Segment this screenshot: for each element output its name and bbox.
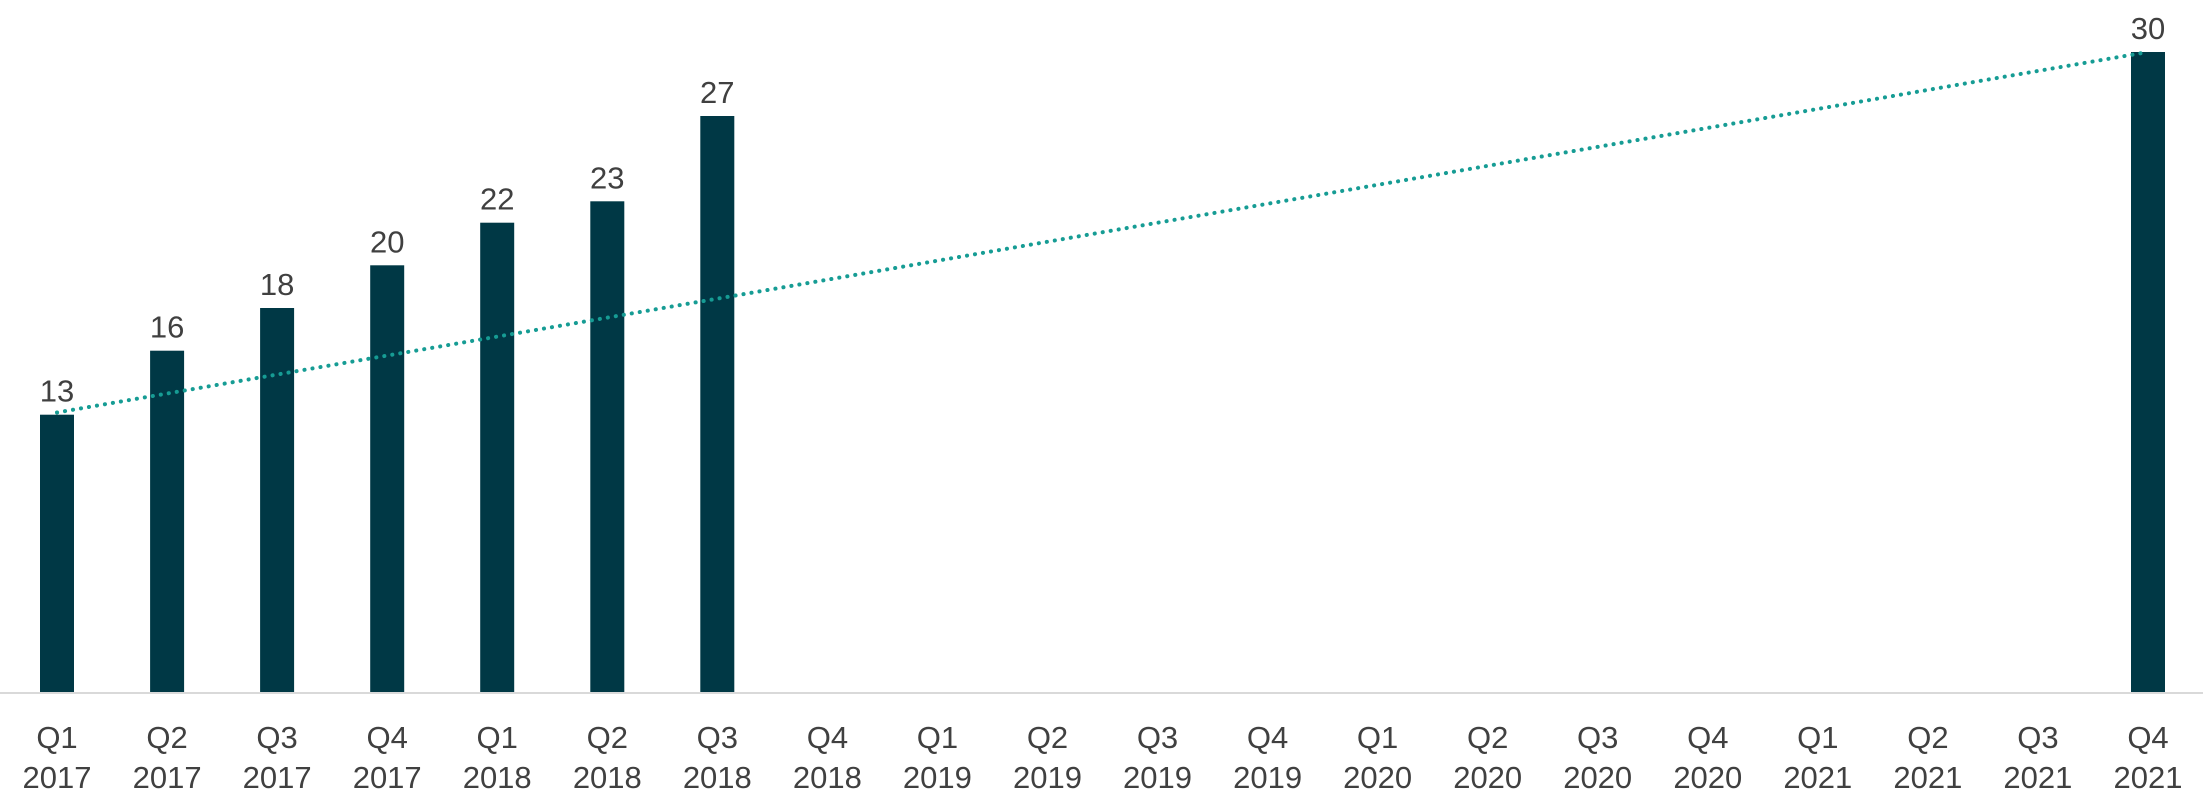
- tick-label-q4-2020: Q4 2020: [1673, 720, 1742, 795]
- x-axis-tick-labels: Q1 2017 Q2 2017 Q3 2017 Q4 2017 Q1 2018 Q2 2018 Q3 20…: [23, 720, 2183, 795]
- bar-q3-2017: [260, 308, 295, 692]
- tick-label-q1-2017: Q1 2017: [23, 720, 92, 795]
- tick-label-q3-2017: Q3 2017: [243, 720, 312, 795]
- tick-label-q4-2018: Q4 2018: [793, 720, 862, 795]
- tick-label-q1-2020: Q1 2020: [1343, 720, 1412, 795]
- tick-label-q2-2021: Q2 2021: [1893, 720, 1962, 795]
- tick-label-q3-2018: Q3 2018: [683, 720, 752, 795]
- data-label-q1-2017: 13: [40, 374, 74, 409]
- tick-label-q2-2017: Q2 2017: [133, 720, 202, 795]
- bar-q1-2018: [480, 222, 515, 692]
- tick-label-q4-2021: Q4 2021: [2114, 720, 2183, 795]
- tick-label-q3-2021: Q3 2021: [2003, 720, 2072, 795]
- trendline: [55, 50, 2150, 415]
- data-label-q3-2018: 27: [700, 75, 734, 110]
- bar-q2-2018: [590, 201, 625, 693]
- tick-label-q2-2018: Q2 2018: [573, 720, 642, 795]
- data-label-q2-2017: 16: [150, 310, 184, 345]
- trendline-group: [55, 50, 2150, 415]
- tick-label-q3-2019: Q3 2019: [1123, 720, 1192, 795]
- tick-label-q4-2017: Q4 2017: [353, 720, 422, 795]
- bar-q3-2018: [700, 116, 735, 692]
- data-label-q4-2017: 20: [370, 224, 404, 259]
- bar-q2-2017: [150, 350, 185, 692]
- data-label-q4-2021: 30: [2131, 11, 2165, 46]
- tick-label-q1-2018: Q1 2018: [463, 720, 532, 795]
- tick-label-q2-2019: Q2 2019: [1013, 720, 1082, 795]
- bar-q4-2017: [370, 265, 405, 692]
- data-label-q2-2018: 23: [590, 160, 624, 195]
- tick-label-q1-2021: Q1 2021: [1783, 720, 1852, 795]
- bar-q4-2021: [2131, 52, 2165, 692]
- bar-q1-2017: [40, 414, 74, 692]
- bars-group: [40, 52, 2165, 693]
- tick-label-q3-2020: Q3 2020: [1563, 720, 1632, 795]
- tick-label-q1-2019: Q1 2019: [903, 720, 972, 795]
- tick-label-q4-2019: Q4 2019: [1233, 720, 1302, 795]
- data-label-q3-2017: 18: [260, 267, 294, 302]
- data-label-q1-2018: 22: [480, 182, 514, 217]
- tick-label-q2-2020: Q2 2020: [1453, 720, 1522, 795]
- data-labels-group: 13 16 18 20 22 23 27 30: [40, 11, 2165, 409]
